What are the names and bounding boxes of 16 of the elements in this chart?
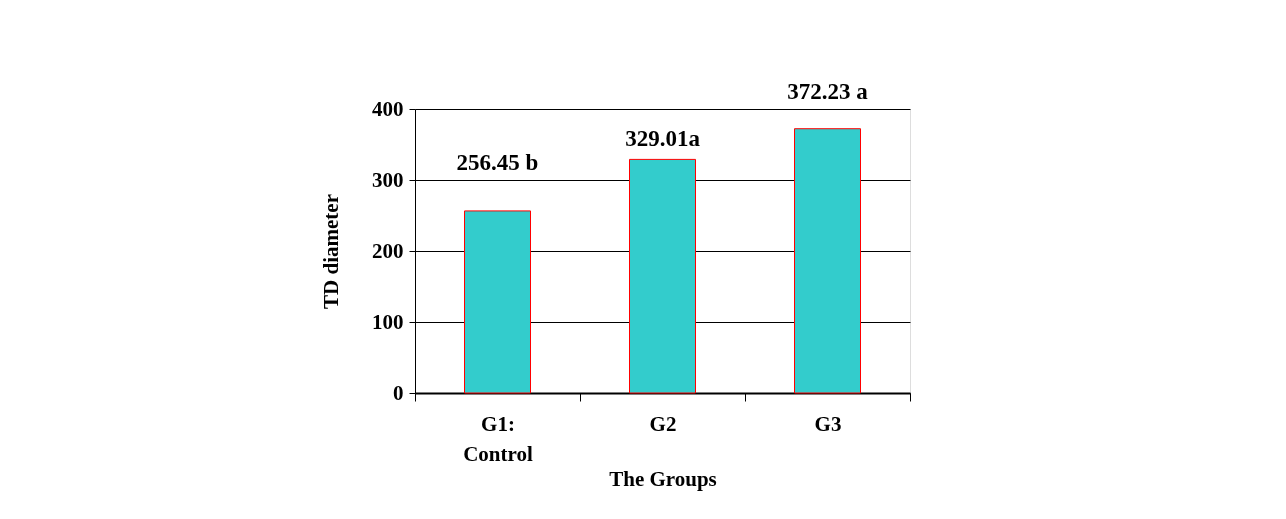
- y-tick-label: 200: [372, 238, 404, 263]
- bar: [794, 128, 861, 394]
- y-tick-label: 0: [393, 380, 404, 405]
- x-tick-label: G3: [814, 411, 842, 436]
- data-label: 372.23 a: [787, 79, 869, 104]
- bar: [629, 158, 696, 394]
- x-tick-label: G1: Control: [463, 411, 533, 466]
- data-label: 256.45 b: [456, 150, 539, 175]
- data-label: 329.01a: [625, 126, 701, 152]
- x-axis-title: The Groups: [609, 466, 717, 491]
- y-tick-label: 300: [372, 167, 404, 192]
- y-axis-title: TD diameter: [319, 194, 343, 309]
- y-tick-label: 100: [372, 309, 404, 334]
- x-tick-label: G2: [649, 411, 677, 436]
- y-tick-label: 400: [372, 96, 404, 121]
- bar: [464, 210, 531, 394]
